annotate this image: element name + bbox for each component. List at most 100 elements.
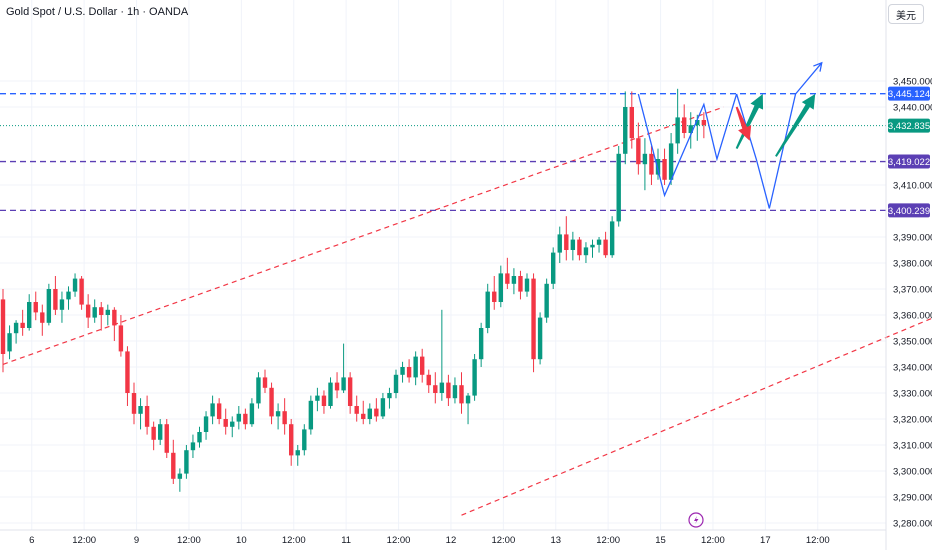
price-badge	[888, 118, 930, 133]
price-tick-label: 3,300.000	[893, 467, 932, 478]
candle-body	[452, 385, 458, 399]
price-badge	[888, 86, 930, 101]
candle-body	[282, 411, 287, 425]
candle-body	[393, 374, 399, 393]
candle-body	[177, 473, 183, 479]
candle-body	[99, 307, 104, 315]
candle-body	[236, 413, 241, 422]
candle-body	[27, 302, 32, 328]
candle-body	[40, 312, 45, 323]
candles	[0, 88, 707, 492]
candle-body	[249, 403, 255, 425]
candle-body	[426, 374, 431, 386]
time-tick-label: 12:00	[387, 535, 411, 546]
candle-body	[20, 322, 25, 328]
candle-body	[72, 278, 78, 292]
price-tick-label: 3,410.000	[893, 181, 932, 192]
candle-body	[347, 377, 353, 406]
price-tick-label: 3,390.000	[893, 233, 932, 244]
candle-body	[46, 289, 52, 323]
candle-body	[400, 367, 405, 375]
price-tick-label: 3,320.000	[893, 415, 932, 426]
candle-body	[420, 356, 425, 375]
chart-title: Gold Spot / U.S. Dollar · 1h · OANDA	[6, 6, 189, 18]
time-tick-label: 12	[446, 535, 457, 546]
price-tick-label: 3,360.000	[893, 311, 932, 322]
price-badge	[888, 154, 930, 169]
candle-body	[243, 413, 248, 425]
candle-body	[485, 291, 490, 328]
time-tick-label: 9	[134, 535, 139, 546]
candle-body	[171, 452, 176, 479]
candle-body	[302, 429, 307, 451]
trend-arrows	[735, 94, 816, 157]
price-tick-label: 3,330.000	[893, 389, 932, 400]
candle-body	[465, 395, 471, 404]
candle-body	[85, 304, 91, 318]
lightning-icon[interactable]	[688, 512, 704, 528]
price-tick-label: 3,370.000	[893, 285, 932, 296]
candle-body	[374, 408, 379, 417]
candle-body	[0, 299, 6, 354]
candle-body	[164, 424, 169, 453]
candle-body	[295, 450, 300, 456]
candle-body	[636, 138, 641, 165]
price-tick-label: 3,440.000	[893, 103, 932, 114]
time-tick-label: 12:00	[72, 535, 96, 546]
price-tick-label: 3,350.000	[893, 337, 932, 348]
price-tick-label: 3,280.000	[893, 519, 932, 530]
candle-body	[315, 395, 320, 401]
candle-body	[472, 359, 477, 396]
price-badge-label: 3,419.022	[888, 157, 930, 168]
candle-body	[511, 276, 517, 284]
candle-body	[629, 107, 634, 139]
arrow-down	[735, 106, 752, 141]
candle-body	[478, 328, 484, 360]
candle-body	[577, 239, 582, 256]
time-tick-label: 12:00	[701, 535, 725, 546]
candle-body	[609, 221, 615, 256]
candle-body	[308, 400, 314, 430]
candle-body	[688, 125, 693, 133]
time-tick-label: 17	[760, 535, 771, 546]
currency-button[interactable]: 美元	[888, 4, 924, 24]
time-tick-label: 13	[550, 535, 561, 546]
candle-body	[92, 307, 97, 318]
time-tick-label: 11	[341, 535, 351, 546]
price-tick-label: 3,290.000	[893, 493, 932, 504]
candle-body	[112, 309, 117, 326]
candle-body	[118, 325, 124, 352]
candle-body	[361, 413, 366, 419]
candle-body	[53, 289, 58, 310]
price-badge	[888, 203, 930, 218]
price-tick-label: 3,380.000	[893, 259, 932, 270]
channel-lines	[2, 106, 932, 516]
candle-body	[262, 377, 268, 388]
time-tick-label: 12:00	[491, 535, 515, 546]
candle-body	[603, 239, 608, 256]
time-axis[interactable]: 6 12:00 9 12:00 10 12:00 11 12:00 12 12:00 13 12:00…	[29, 535, 830, 546]
candle-body	[7, 333, 12, 352]
candle-body	[596, 239, 602, 245]
price-badge-label: 3,445.124	[888, 89, 930, 100]
candle-body	[138, 406, 143, 414]
time-tick-label: 12:00	[282, 535, 306, 546]
candle-body	[131, 393, 137, 414]
grid	[0, 0, 886, 530]
price-axis[interactable]: 3,280.000 3,290.000 3,300.000 3,310.000 3,32…	[893, 77, 932, 530]
candle-body	[439, 382, 445, 393]
candle-body	[334, 382, 340, 391]
candle-body	[387, 393, 392, 399]
candle-body	[551, 252, 556, 284]
price-tick-label: 3,340.000	[893, 363, 932, 374]
candle-body	[695, 120, 700, 126]
time-tick-label: 12:00	[806, 535, 830, 546]
candle-body	[662, 159, 667, 180]
candle-body	[256, 377, 261, 404]
arrow-up	[735, 94, 764, 150]
candle-body	[230, 421, 235, 427]
candle-body	[675, 117, 680, 144]
candle-body	[354, 406, 359, 414]
candle-body	[151, 426, 156, 440]
